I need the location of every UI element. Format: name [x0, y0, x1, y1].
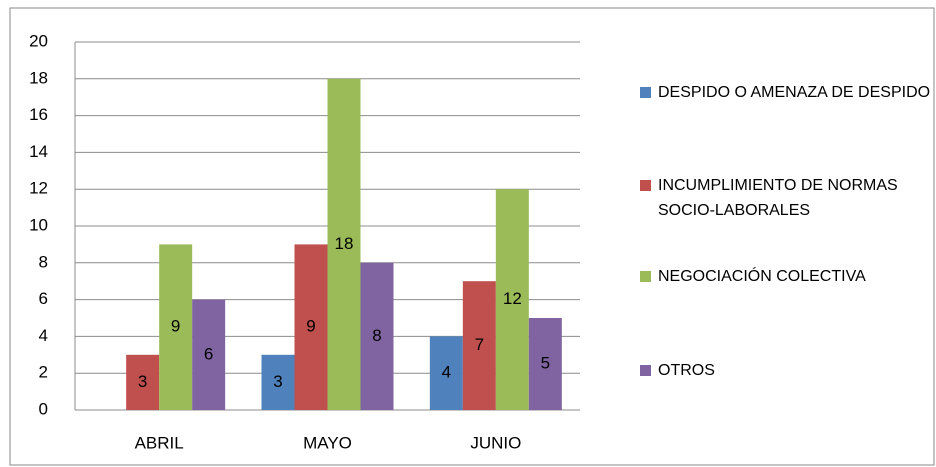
legend-item: NEGOCIACIÓN COLECTIVA — [640, 264, 934, 289]
legend-swatch — [640, 180, 651, 191]
bar — [327, 78, 361, 411]
data-label: 9 — [171, 317, 180, 336]
data-label: 5 — [541, 353, 550, 372]
bar — [462, 281, 496, 410]
data-label: 3 — [138, 372, 147, 391]
legend-label: INCUMPLIMIENTO DE NORMAS SOCIO-LABORALES — [658, 177, 898, 219]
y-tick-label: 18 — [29, 68, 48, 87]
data-label: 7 — [475, 335, 484, 354]
legend-swatch — [640, 271, 651, 282]
bar — [360, 262, 394, 410]
y-tick-label: 2 — [39, 363, 48, 382]
data-label: 12 — [503, 289, 522, 308]
bar — [261, 354, 295, 410]
bar — [495, 189, 529, 410]
legend-item: DESPIDO O AMENAZA DE DESPIDO — [640, 80, 934, 105]
data-label: 9 — [306, 317, 315, 336]
y-tick-label: 4 — [39, 326, 48, 345]
y-tick-label: 6 — [39, 289, 48, 308]
bar — [159, 244, 193, 410]
bar — [294, 244, 328, 410]
bar — [192, 299, 226, 410]
legend-swatch — [640, 365, 651, 376]
y-tick-label: 8 — [39, 252, 48, 271]
legend-item: OTROS — [640, 358, 934, 383]
y-tick-label: 16 — [29, 105, 48, 124]
data-label: 3 — [273, 372, 282, 391]
legend-label: OTROS — [658, 362, 715, 379]
bar — [429, 336, 463, 410]
y-tick-label: 10 — [29, 215, 48, 234]
y-tick-label: 0 — [39, 399, 48, 418]
data-label: 18 — [335, 234, 354, 253]
x-tick-label: MAYO — [303, 433, 352, 452]
legend-swatch — [640, 87, 651, 98]
data-label: 4 — [442, 363, 451, 382]
bar — [528, 318, 562, 410]
legend-item: INCUMPLIMIENTO DE NORMAS SOCIO-LABORALES — [640, 173, 934, 223]
x-tick-label: JUNIO — [470, 433, 521, 452]
y-tick-label: 14 — [29, 142, 48, 161]
legend-label: DESPIDO O AMENAZA DE DESPIDO — [658, 84, 931, 101]
y-tick-label: 20 — [29, 31, 48, 50]
legend-label: NEGOCIACIÓN COLECTIVA — [658, 268, 866, 285]
y-tick-label: 12 — [29, 179, 48, 198]
x-tick-label: ABRIL — [135, 433, 184, 452]
data-label: 6 — [204, 344, 213, 363]
data-label: 8 — [372, 326, 381, 345]
bar — [126, 354, 160, 410]
